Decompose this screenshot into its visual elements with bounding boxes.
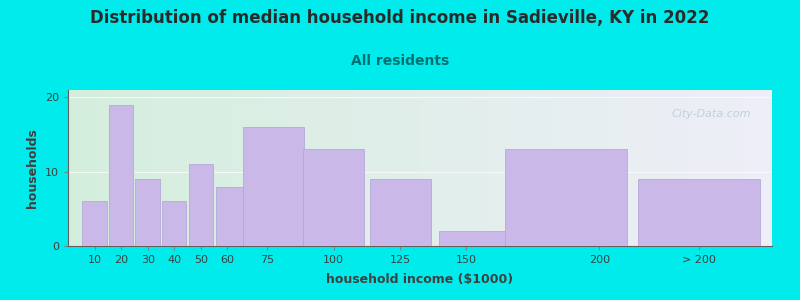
Bar	[505, 149, 627, 246]
Y-axis label: households: households	[26, 128, 39, 208]
Bar	[638, 179, 760, 246]
Text: City-Data.com: City-Data.com	[671, 109, 751, 119]
Bar	[162, 201, 186, 246]
Bar	[109, 105, 134, 246]
Bar	[438, 231, 561, 246]
Text: Distribution of median household income in Sadieville, KY in 2022: Distribution of median household income …	[90, 9, 710, 27]
Bar	[216, 187, 252, 246]
Bar	[135, 179, 160, 246]
Bar	[303, 149, 364, 246]
Bar	[189, 164, 213, 246]
Text: All residents: All residents	[351, 54, 449, 68]
Bar	[370, 179, 430, 246]
Bar	[243, 127, 305, 246]
Bar	[82, 201, 106, 246]
X-axis label: household income ($1000): household income ($1000)	[326, 273, 514, 286]
